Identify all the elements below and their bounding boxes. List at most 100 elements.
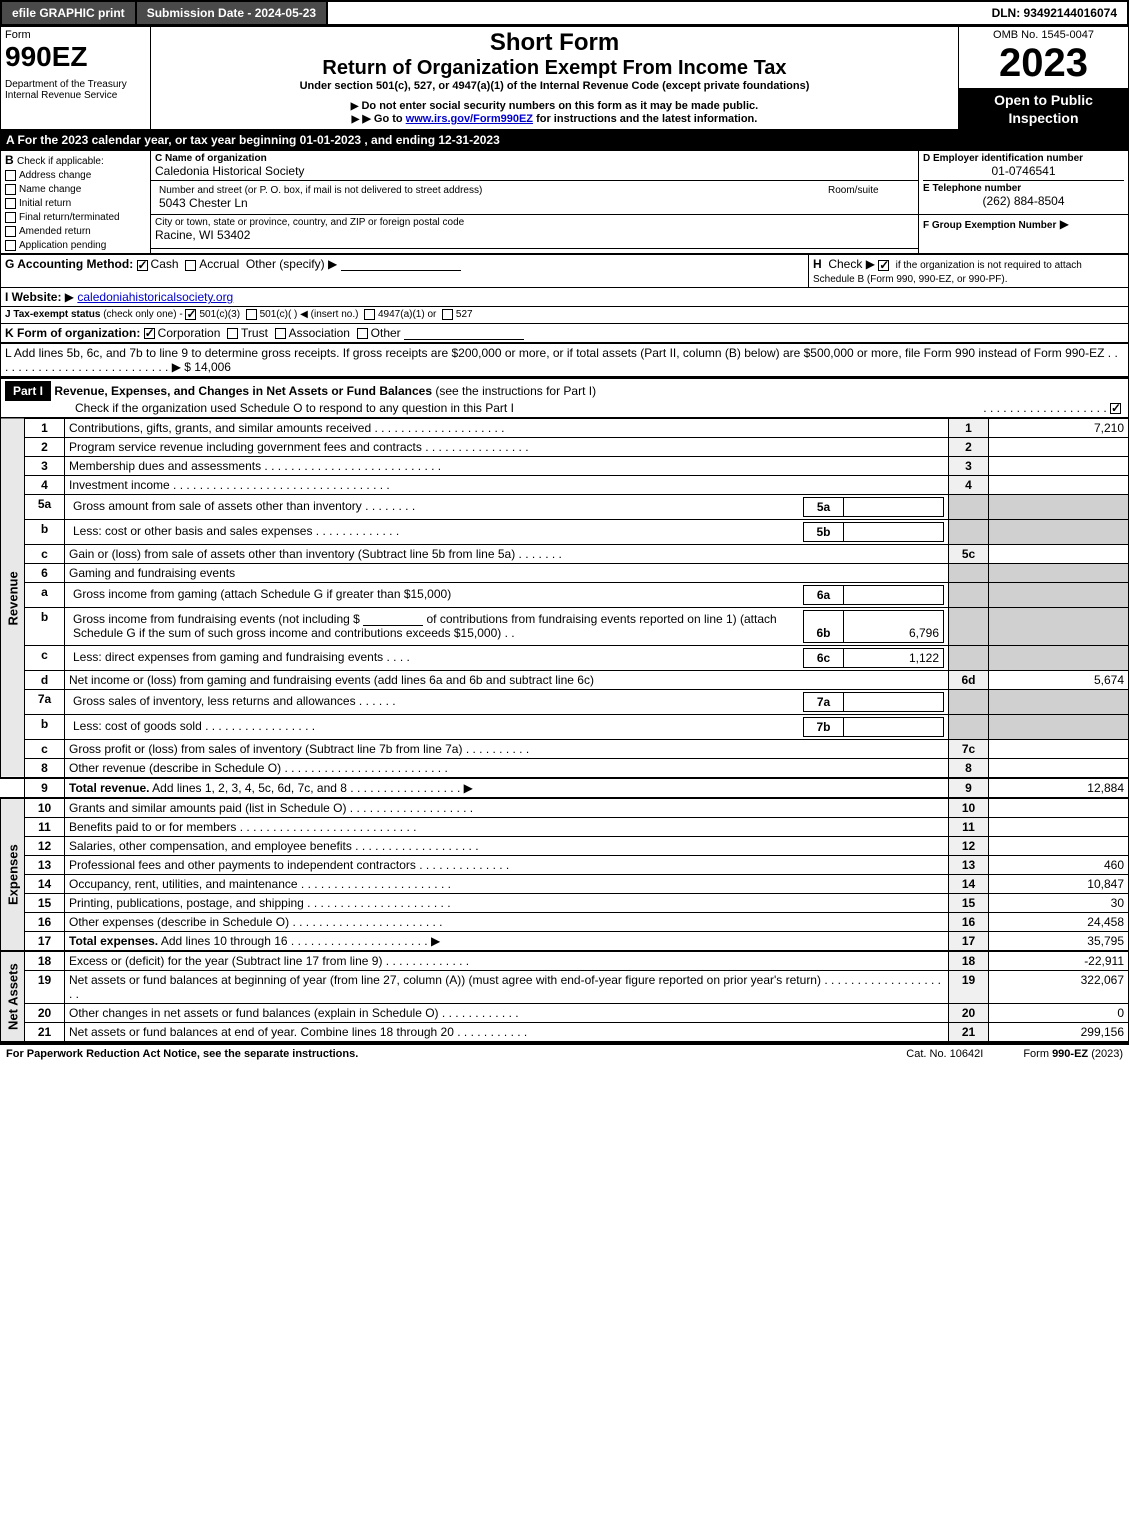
line-3-desc: Membership dues and assessments [69,459,261,473]
line-13-val: 460 [989,855,1129,874]
line-4-num: 4 [25,475,65,494]
line-18-desc: Excess or (deficit) for the year (Subtra… [69,954,382,968]
line-7a-num: 7a [25,689,65,714]
phone-value: (262) 884-8504 [923,194,1124,208]
dept-treasury: Department of the Treasury [5,79,146,90]
line-19-box: 19 [949,970,989,1003]
line-8-desc: Other revenue (describe in Schedule O) [69,761,281,775]
line-6d-val: 5,674 [989,670,1129,689]
name-change-label: Name change [19,184,81,195]
ssn-warning: Do not enter social security numbers on … [155,100,954,112]
trust-label: Trust [241,326,268,340]
cash-checkbox[interactable] [137,260,148,271]
part1-check-note: Check if the organization used Schedule … [5,401,514,415]
section-h-label: H [813,257,822,271]
line-6d-desc: Net income or (loss) from gaming and fun… [69,673,594,687]
line-4-desc: Investment income [69,478,170,492]
line-17-desc: Add lines 10 through 16 [161,934,288,948]
line-1-box: 1 [949,418,989,437]
accrual-checkbox[interactable] [185,260,196,271]
line-6a-subval [844,585,944,604]
accounting-method-label: G Accounting Method: [5,257,133,271]
schedule-b-checkbox[interactable] [878,260,889,271]
other-org-checkbox[interactable] [357,328,368,339]
line-6b-blank[interactable] [363,612,423,626]
line-6c-subval: 1,122 [844,648,944,667]
line-7b-desc: Less: cost of goods sold [73,719,202,733]
line-5a-desc: Gross amount from sale of assets other t… [73,499,362,513]
501c3-checkbox[interactable] [185,309,196,320]
line-16-num: 16 [25,912,65,931]
line-6c-desc: Less: direct expenses from gaming and fu… [73,650,383,664]
street-label: Number and street (or P. O. box, if mail… [159,185,820,196]
line-6c-subbox: 6c [804,648,844,667]
part1-table: Revenue 1 Contributions, gifts, grants, … [0,418,1129,1043]
amended-return-label: Amended return [19,226,91,237]
line-8-box: 8 [949,758,989,778]
line-14-val: 10,847 [989,874,1129,893]
page-footer: For Paperwork Reduction Act Notice, see … [0,1043,1129,1063]
line-6d-box: 6d [949,670,989,689]
line-16-box: 16 [949,912,989,931]
line-1-desc: Contributions, gifts, grants, and simila… [69,421,371,435]
501c-checkbox[interactable] [246,309,257,320]
line-11-num: 11 [25,817,65,836]
section-a: A For the 2023 calendar year, or tax yea… [0,130,1129,150]
accrual-label: Accrual [199,257,239,271]
part1-header: Part I Revenue, Expenses, and Changes in… [0,378,1129,418]
tax-exempt-label: J Tax-exempt status [5,310,100,321]
501c-label: 501(c)( ) [260,310,298,321]
line-5a-subbox: 5a [804,497,844,516]
part1-note: (see the instructions for Part I) [435,384,596,398]
line-6-num: 6 [25,563,65,582]
line-18-box: 18 [949,951,989,971]
schedule-o-checkbox[interactable] [1110,403,1121,414]
line-5a-subval [844,497,944,516]
other-org-input[interactable] [404,326,524,340]
room-label: Room/suite [828,185,910,196]
line-10-desc: Grants and similar amounts paid (list in… [69,801,346,815]
initial-return-checkbox[interactable] [5,198,16,209]
irs-url[interactable]: www.irs.gov/Form990EZ [406,113,533,125]
name-change-checkbox[interactable] [5,184,16,195]
trust-checkbox[interactable] [227,328,238,339]
line-6a-num: a [25,582,65,607]
line-17-num: 17 [25,931,65,951]
association-checkbox[interactable] [275,328,286,339]
paperwork-notice: For Paperwork Reduction Act Notice, see … [6,1048,866,1060]
submission-date: Submission Date - 2024-05-23 [137,2,328,24]
address-change-checkbox[interactable] [5,170,16,181]
check-if-applicable: Check if applicable: [17,156,104,167]
line-6-desc: Gaming and fundraising events [65,563,949,582]
line-10-val [989,798,1129,818]
initial-return-label: Initial return [19,198,71,209]
arrow-icon: ▶ [1060,217,1069,231]
line-21-desc: Net assets or fund balances at end of ye… [69,1025,454,1039]
final-return-checkbox[interactable] [5,212,16,223]
line-7c-box: 7c [949,739,989,758]
netassets-vlabel: Net Assets [1,951,25,1042]
website-link[interactable]: caledoniahistoricalsociety.org [77,290,233,304]
line-6a-subbox: 6a [804,585,844,604]
line-5b-subbox: 5b [804,522,844,541]
street-value: 5043 Chester Ln [159,196,820,210]
efile-print-button[interactable]: efile GRAPHIC print [2,2,137,24]
line-5c-desc: Gain or (loss) from sale of assets other… [69,547,515,561]
application-pending-checkbox[interactable] [5,240,16,251]
final-return-label: Final return/terminated [19,212,120,223]
line-16-val: 24,458 [989,912,1129,931]
corporation-checkbox[interactable] [144,328,155,339]
other-specify-input[interactable] [341,257,461,271]
line-7a-desc: Gross sales of inventory, less returns a… [73,694,356,708]
form-ref: Form 990-EZ (2023) [1023,1048,1123,1060]
527-checkbox[interactable] [442,309,453,320]
amended-return-checkbox[interactable] [5,226,16,237]
4947-checkbox[interactable] [364,309,375,320]
line-2-val [989,437,1129,456]
line-6c-num: c [25,645,65,670]
goto-link[interactable]: ▶ Go to www.irs.gov/Form990EZ for instru… [155,112,954,125]
revenue-vlabel: Revenue [1,418,25,778]
line-5c-num: c [25,544,65,563]
address-change-label: Address change [19,170,91,181]
line-20-desc: Other changes in net assets or fund bala… [69,1006,439,1020]
